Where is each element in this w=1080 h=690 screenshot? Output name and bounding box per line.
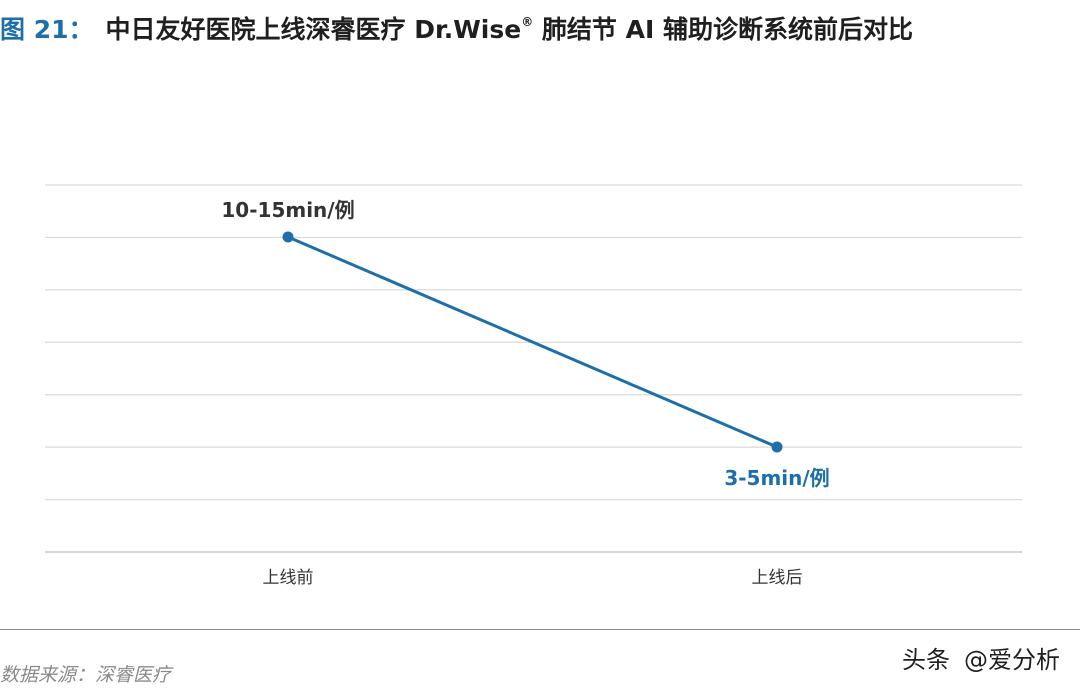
title-tail-text: 肺结节 AI 辅助诊断系统前后对比 (533, 15, 913, 44)
source-note: 数据来源：深睿医疗 (0, 664, 172, 686)
figure-separator: ： (68, 15, 94, 44)
line-chart: 10-15min/例 3-5min/例 上线前 上线后 (45, 184, 1022, 588)
chart-title: 图 21： 中日友好医院上线深睿医疗 Dr.Wise® 肺结节 AI 辅助诊断系统… (0, 2, 913, 44)
grid-lines (45, 184, 1022, 553)
watermark-name: 头条 (902, 646, 950, 674)
x-tick-label: 上线后 (752, 568, 803, 588)
title-main-text: 中日友好医院上线深睿医疗 Dr.Wise (105, 15, 522, 44)
footer-divider (0, 629, 1080, 630)
watermark: 头条 @爱分析 (902, 640, 1060, 675)
data-point (771, 441, 783, 453)
data-labels: 10-15min/例 3-5min/例 (221, 198, 829, 490)
x-tick-label: 上线前 (263, 568, 314, 588)
data-points (282, 231, 783, 453)
watermark-handle: @爱分析 (964, 646, 1060, 674)
data-label: 10-15min/例 (221, 198, 354, 222)
registered-mark: ® (521, 15, 534, 29)
data-label: 3-5min/例 (724, 466, 829, 490)
series-line (286, 235, 779, 449)
x-tick-labels: 上线前 上线后 (263, 568, 803, 588)
data-point (282, 231, 294, 243)
figure-number: 图 21 (0, 15, 69, 44)
